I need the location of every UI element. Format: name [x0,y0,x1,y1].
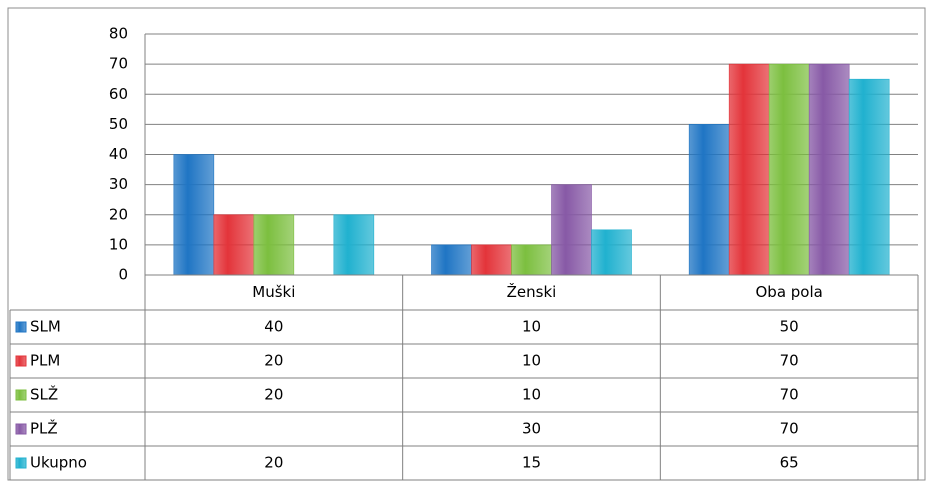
y-tick-label: 70 [109,55,128,73]
y-tick-label: 40 [109,145,128,163]
y-tick-label: 80 [109,25,128,43]
bar [471,244,512,276]
legend-key [15,389,27,401]
table-cell: 10 [522,318,541,336]
bar [333,214,375,276]
legend-key [15,423,27,435]
y-tick-label: 50 [109,115,128,133]
bar [431,244,472,276]
y-tick-label: 60 [109,85,128,103]
bar [511,244,552,276]
bar [728,63,770,276]
table-cell: 15 [522,454,541,472]
table-cell: 20 [264,352,283,370]
legend-key [15,355,27,367]
bar [768,63,810,276]
table-cell: 20 [264,386,283,404]
table-cell: 70 [780,420,799,438]
table-cell: 10 [522,352,541,370]
y-tick-label: 0 [118,266,128,284]
bar [173,154,215,276]
bar [808,63,850,276]
table-cell: 70 [780,386,799,404]
table-header: Ženski [507,282,557,301]
bar [688,124,730,276]
bar [591,229,632,276]
bar [253,214,295,276]
legend-key [15,321,27,333]
y-tick-label: 30 [109,175,128,193]
bar [213,214,255,276]
table-cell: 70 [780,352,799,370]
y-tick-label: 20 [109,205,128,223]
table-cell: 40 [264,318,283,336]
legend-label: PLŽ [30,419,58,438]
bar [551,184,592,276]
table-cell: 30 [522,420,541,438]
table-header: Oba pola [755,283,822,301]
table-cell: 50 [780,318,799,336]
legend-label: Ukupno [30,454,87,472]
legend-label: PLM [30,352,60,370]
legend-key [15,457,27,469]
table-cell: 20 [264,454,283,472]
table-cell: 10 [522,386,541,404]
table-cell: 65 [780,454,799,472]
legend-label: SLM [30,318,61,336]
y-tick-label: 10 [109,235,128,253]
bar [848,78,890,276]
table-header: Muški [252,283,295,301]
legend-label: SLŽ [30,385,58,404]
